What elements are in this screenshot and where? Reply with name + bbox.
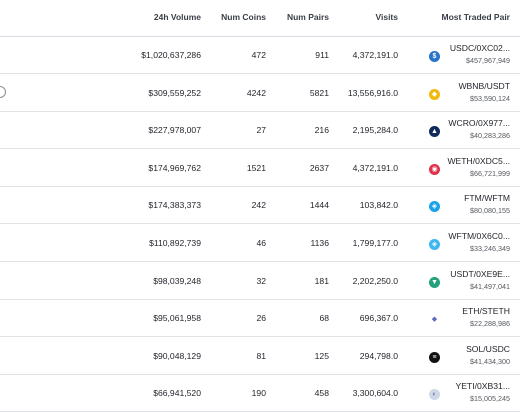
- most-traded-pair[interactable]: USDC/0XC02... $457,967,949: [418, 42, 510, 70]
- wftm-icon: ◈: [429, 239, 440, 250]
- cell-num-coins: 1521: [246, 162, 266, 173]
- cell-num-pairs: 458: [314, 388, 329, 399]
- cro-icon: ▲: [429, 126, 440, 138]
- pair-name[interactable]: SOL/USDC: [466, 343, 510, 354]
- table-row[interactable]: $174,383,373 242 1444 103,842.0 ◈ FTM/WFTM $80…: [0, 186, 520, 225]
- cell-visits: 2,195,284.0: [352, 125, 398, 136]
- table-row[interactable]: $1,020,637,286 472 911 4,372,191.0 $ USDC/0XC…: [0, 36, 520, 74]
- most-traded-pair[interactable]: WETH/0XDC5... $66,721,999: [418, 155, 510, 183]
- most-traded-pair[interactable]: WCRO/0X977... $40,283,286: [418, 117, 510, 145]
- cell-visits: 103,842.0: [359, 200, 398, 211]
- bnb-icon: ◆: [429, 88, 440, 100]
- pair-volume: $66,721,999: [470, 168, 510, 178]
- cell-24h-volume: $309,559,252: [148, 87, 201, 98]
- pair-volume: $33,246,349: [470, 244, 510, 253]
- cell-24h-volume: $110,892,739: [149, 238, 201, 248]
- cell-24h-volume: $174,969,762: [148, 162, 201, 173]
- cell-visits: 4,372,191.0: [352, 162, 398, 173]
- pair-name[interactable]: FTM/WFTM: [464, 193, 510, 204]
- cell-visits: 1,799,177.0: [352, 238, 398, 248]
- ftm-icon: ◈: [429, 201, 440, 213]
- cell-24h-volume: $95,061,958: [153, 313, 201, 324]
- weth-icon: ◉: [429, 163, 440, 175]
- pair-name[interactable]: WCRO/0X977...: [448, 118, 510, 129]
- pair-name[interactable]: YETI/0XB31...: [455, 381, 510, 392]
- cell-num-coins: 242: [251, 200, 266, 211]
- cell-num-coins: 472: [251, 50, 266, 60]
- table-row[interactable]: $227,978,007 27 216 2,195,284.0 ▲ WCRO/0X977.…: [0, 111, 520, 150]
- pair-name[interactable]: WBNB/USDT: [458, 80, 510, 91]
- cell-num-pairs: 181: [314, 275, 329, 286]
- table-row[interactable]: $110,892,739 46 1136 1,799,177.0 ◈ WFTM/0X6C0…: [0, 224, 520, 262]
- pair-name[interactable]: USDT/0XE9E...: [450, 268, 510, 279]
- cell-num-coins: 32: [256, 275, 266, 286]
- cell-visits: 2,202,250.0: [352, 275, 398, 286]
- header-num-coins[interactable]: Num Coins: [221, 12, 266, 22]
- pair-volume: $80,080,155: [470, 206, 510, 216]
- usdc-icon: $: [429, 51, 440, 62]
- pair-volume: $41,497,041: [470, 281, 510, 291]
- cell-visits: 294,798.0: [359, 350, 398, 361]
- pair-volume: $15,005,245: [470, 394, 510, 404]
- cell-24h-volume: $90,048,129: [153, 350, 201, 361]
- pair-name[interactable]: USDC/0XC02...: [449, 43, 510, 53]
- header-most-traded-pair[interactable]: Most Traded Pair: [441, 12, 511, 22]
- pair-volume: $22,288,986: [470, 319, 510, 329]
- info-icon: [0, 85, 6, 98]
- pair-volume: $41,434,300: [470, 356, 510, 366]
- most-traded-pair[interactable]: WFTM/0X6C0... $33,246,349: [418, 230, 510, 258]
- sol-icon: ≡: [429, 351, 440, 363]
- pair-volume: $457,967,949: [466, 56, 510, 65]
- cell-visits: 4,372,191.0: [352, 50, 398, 60]
- most-traded-pair[interactable]: WBNB/USDT $53,590,124: [418, 80, 510, 108]
- eth-icon: ◆: [431, 316, 438, 324]
- cell-24h-volume: $174,383,373: [148, 200, 201, 211]
- table-row[interactable]: $309,559,252 4242 5821 13,556,916.0 ◆ WBNB/US…: [0, 74, 520, 112]
- cell-num-pairs: 2637: [309, 162, 329, 173]
- cell-num-coins: 46: [256, 238, 266, 248]
- header-num-pairs[interactable]: Num Pairs: [286, 12, 329, 22]
- cell-num-coins: 26: [256, 313, 266, 324]
- most-traded-pair[interactable]: ETH/STETH $22,288,986: [418, 305, 510, 333]
- cell-num-pairs: 125: [314, 350, 329, 361]
- cell-num-pairs: 1136: [310, 238, 329, 248]
- header-visits[interactable]: Visits: [375, 12, 398, 22]
- cell-num-coins: 4242: [246, 87, 266, 98]
- most-traded-pair[interactable]: SOL/USDC $41,434,300: [418, 343, 510, 371]
- most-traded-pair[interactable]: YETI/0XB31... $15,005,245: [418, 380, 510, 408]
- cell-num-pairs: 911: [315, 50, 329, 60]
- cell-num-pairs: 68: [319, 313, 329, 324]
- pair-name[interactable]: WFTM/0X6C0...: [448, 231, 510, 241]
- most-traded-pair[interactable]: FTM/WFTM $80,080,155: [418, 192, 510, 220]
- cell-num-coins: 190: [251, 388, 266, 399]
- cell-24h-volume: $1,020,637,286: [141, 50, 201, 60]
- table-row[interactable]: $98,039,248 32 181 2,202,250.0 ▼ USDT/0XE9E..…: [0, 262, 520, 300]
- cell-num-pairs: 216: [314, 125, 329, 136]
- cell-num-pairs: 1444: [309, 200, 329, 211]
- pair-name[interactable]: WETH/0XDC5...: [447, 155, 510, 166]
- cell-visits: 696,367.0: [359, 313, 398, 324]
- cell-visits: 13,556,916.0: [347, 87, 398, 98]
- usdt-icon: ▼: [429, 276, 440, 288]
- header-24h-volume[interactable]: 24h Volume: [153, 12, 201, 22]
- cell-24h-volume: $227,978,007: [148, 125, 201, 136]
- cell-24h-volume: $66,941,520: [153, 388, 201, 399]
- pair-name[interactable]: ETH/STETH: [462, 306, 510, 317]
- table-row[interactable]: $174,969,762 1521 2637 4,372,191.0 ◉ WETH/0XD…: [0, 149, 520, 187]
- cell-24h-volume: $98,039,248: [153, 275, 201, 286]
- pair-volume: $40,283,286: [470, 131, 510, 141]
- cell-num-pairs: 5821: [309, 87, 329, 98]
- table-row[interactable]: $95,061,958 26 68 696,367.0 ◆ ETH/STETH $22,28…: [0, 299, 520, 338]
- most-traded-pair[interactable]: USDT/0XE9E... $41,497,041: [418, 268, 510, 296]
- cell-num-coins: 27: [256, 125, 266, 136]
- table-row[interactable]: $90,048,129 81 125 294,798.0 ≡ SOL/USDC $41,43…: [0, 337, 520, 375]
- cell-visits: 3,300,604.0: [352, 388, 398, 399]
- table-row[interactable]: $66,941,520 190 458 3,300,604.0 ◐ YETI/0XB31.…: [0, 374, 520, 412]
- cell-num-coins: 81: [256, 350, 266, 361]
- table-header: 24h Volume Num Coins Num Pairs Visits Mo…: [0, 0, 520, 37]
- pair-volume: $53,590,124: [470, 93, 510, 103]
- yeti-icon: ◐: [429, 389, 440, 401]
